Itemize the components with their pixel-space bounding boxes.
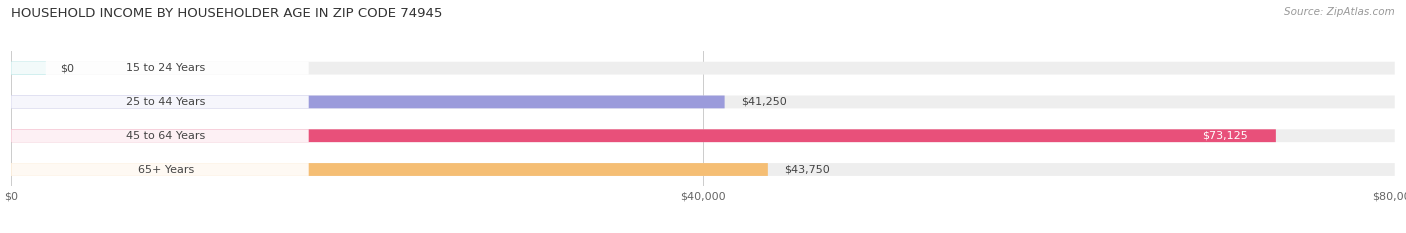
FancyBboxPatch shape: [11, 96, 1395, 108]
Text: 65+ Years: 65+ Years: [138, 164, 194, 175]
Text: $0: $0: [59, 63, 73, 73]
FancyBboxPatch shape: [11, 96, 724, 108]
FancyBboxPatch shape: [11, 163, 1395, 176]
Text: $43,750: $43,750: [785, 164, 830, 175]
Text: HOUSEHOLD INCOME BY HOUSEHOLDER AGE IN ZIP CODE 74945: HOUSEHOLD INCOME BY HOUSEHOLDER AGE IN Z…: [11, 7, 443, 20]
Text: 25 to 44 Years: 25 to 44 Years: [127, 97, 205, 107]
FancyBboxPatch shape: [11, 62, 309, 75]
Text: Source: ZipAtlas.com: Source: ZipAtlas.com: [1284, 7, 1395, 17]
FancyBboxPatch shape: [11, 163, 309, 176]
Text: 15 to 24 Years: 15 to 24 Years: [127, 63, 205, 73]
FancyBboxPatch shape: [11, 96, 309, 108]
Text: $73,125: $73,125: [1202, 131, 1249, 141]
Text: $41,250: $41,250: [741, 97, 787, 107]
FancyBboxPatch shape: [11, 129, 1395, 142]
Text: 45 to 64 Years: 45 to 64 Years: [127, 131, 205, 141]
FancyBboxPatch shape: [11, 129, 309, 142]
FancyBboxPatch shape: [11, 129, 1275, 142]
FancyBboxPatch shape: [11, 62, 1395, 75]
FancyBboxPatch shape: [11, 62, 46, 75]
FancyBboxPatch shape: [11, 163, 768, 176]
